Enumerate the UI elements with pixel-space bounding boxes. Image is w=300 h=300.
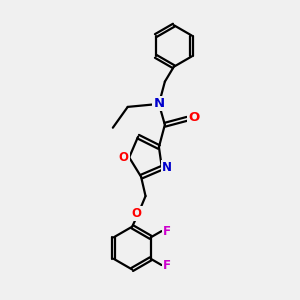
Text: O: O — [119, 151, 129, 164]
Text: N: N — [162, 161, 172, 174]
Text: F: F — [163, 259, 171, 272]
Text: O: O — [132, 207, 142, 220]
Text: N: N — [153, 98, 164, 110]
Text: O: O — [188, 111, 199, 124]
Text: F: F — [163, 225, 171, 238]
